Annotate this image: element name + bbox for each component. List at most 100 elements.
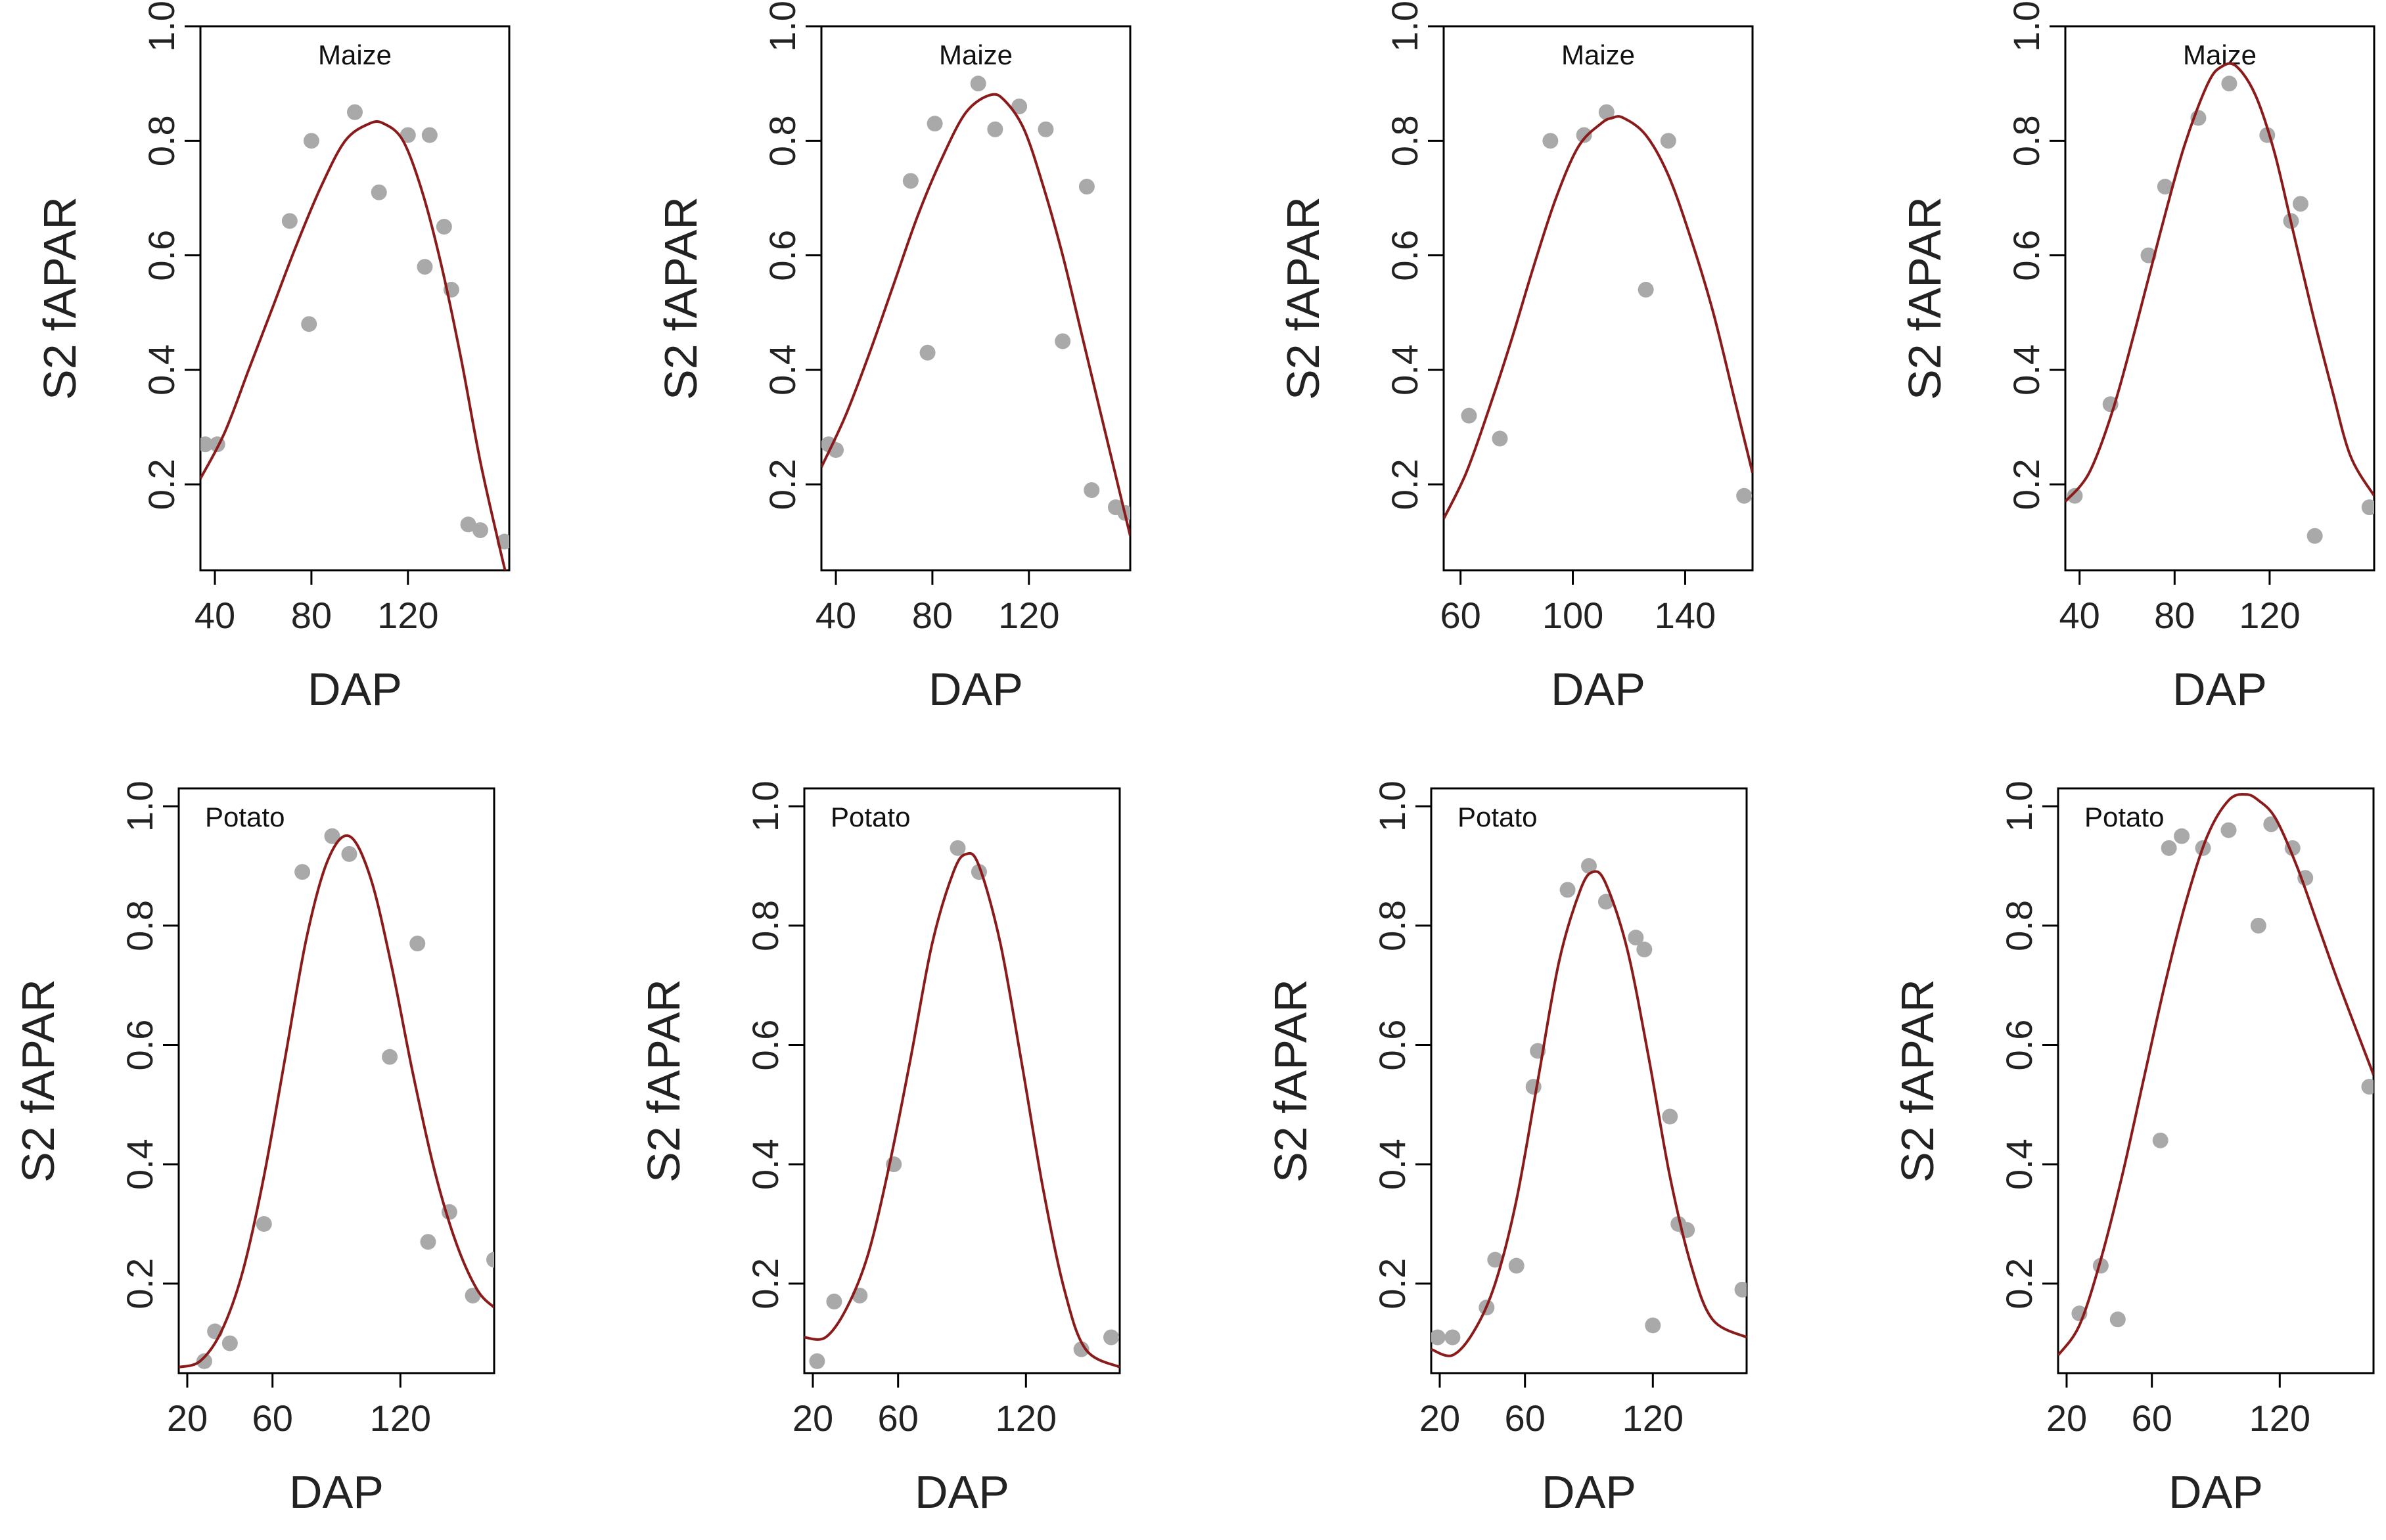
x-tick-label: 120 [1622,1397,1684,1439]
data-point [303,133,319,149]
x-tick-label: 120 [377,595,438,636]
data-point [2157,179,2173,195]
data-point [902,173,919,189]
data-point [281,213,298,229]
x-axis-label: DAP [2172,664,2267,715]
data-point [1038,121,1054,137]
data-point [1103,1329,1120,1346]
x-axis-label: DAP [2168,1466,2263,1518]
data-point [950,840,966,856]
data-point [221,1335,238,1351]
x-tick-label: 20 [167,1397,208,1439]
x-tick-label: 60 [2132,1397,2172,1439]
x-tick-label: 20 [1419,1397,1460,1439]
plot-frame [1430,787,1748,1374]
data-point [324,828,340,844]
y-tick-label: 0.6 [2006,230,2047,281]
data-point [409,936,426,952]
data-point [2221,76,2237,92]
data-point [1662,1108,1678,1125]
x-tick-label: 120 [2249,1397,2310,1439]
data-point [970,76,986,92]
y-tick-label: 1.0 [745,781,786,832]
y-axis-label: S2 fAPAR [1277,196,1329,400]
y-tick-label: 0.6 [1998,1020,2040,1071]
data-point [1736,487,1753,504]
y-tick-label: 0.2 [1384,459,1425,510]
y-tick-label: 0.4 [2006,344,2047,396]
x-tick-label: 20 [792,1397,833,1439]
y-tick-label: 0.6 [119,1020,160,1071]
data-point [1055,333,1071,350]
panel-label: Potato [1457,802,1537,832]
fit-curve [821,93,1130,537]
y-tick-label: 0.8 [1998,900,2040,951]
plot-frame [2064,25,2375,572]
y-axis-label: S2 fAPAR [655,196,706,400]
panel-label: Potato [205,802,285,832]
y-tick-label: 0.4 [762,344,803,396]
y-tick-label: 1.0 [2006,1,2047,52]
plot-frame [820,25,1132,572]
data-point [1542,133,1559,149]
data-point [465,1287,481,1303]
y-tick-label: 0.2 [1371,1258,1413,1309]
x-tick-label: 80 [291,595,332,636]
plot-area [1431,858,1747,1357]
data-point [2152,1132,2168,1148]
data-point [2361,1079,2374,1095]
y-tick-label: 0.4 [1371,1139,1413,1190]
data-point [1734,1281,1747,1298]
data-point [256,1215,272,1232]
y-tick-label: 0.4 [1384,344,1425,396]
plot-frame [803,787,1121,1374]
data-point [382,1049,398,1065]
data-point [927,116,943,132]
data-point [1431,1329,1446,1346]
data-point [1487,1252,1503,1268]
y-tick-label: 0.6 [762,230,803,281]
data-point [436,219,452,235]
data-point [294,864,311,880]
plot-area [821,76,1130,537]
plot-frame [199,25,511,572]
data-point [1636,941,1653,958]
data-point [200,436,214,453]
x-axis-label: DAP [308,664,402,715]
y-tick-label: 0.8 [2006,115,2047,166]
x-tick-label: 80 [912,595,953,636]
data-point [1084,482,1100,498]
y-axis-label: S2 fAPAR [1899,196,1950,400]
fit-curve [2058,793,2374,1357]
panel-label: Maize [1561,39,1635,70]
panel-5: Potato 0.2 0.4 0.6 0.8 1.0 20 60 120 DAP S2 fAPAR [12,781,495,1518]
panel-4: Maize 0.2 0.4 0.6 0.8 1.0 40 80 120 DAP S2 fAPAR [1899,1,2375,715]
x-axis-label: DAP [929,664,1023,715]
data-point [420,1234,436,1250]
plot-frame [177,787,495,1374]
y-tick-label: 1.0 [762,1,803,52]
x-tick-label: 40 [195,595,235,636]
x-tick-label: 120 [370,1397,431,1439]
plot-frame [1442,25,1754,572]
data-point [1581,858,1597,874]
x-tick-label: 140 [1655,595,1716,636]
x-tick-label: 80 [2154,595,2195,636]
x-tick-label: 120 [998,595,1059,636]
panel-label: Maize [939,39,1013,70]
x-axis-label: DAP [915,1466,1009,1518]
plot-area [1444,104,1753,520]
data-point [486,1252,494,1268]
x-axis-label: DAP [1542,1466,1636,1518]
data-point [1628,930,1644,946]
plot-area [179,828,494,1369]
data-point [196,1353,212,1369]
x-axis-label: DAP [1551,664,1645,715]
y-axis-label: S2 fAPAR [1265,979,1316,1183]
data-point [2292,196,2308,212]
data-point [417,259,433,275]
y-axis-label: S2 fAPAR [34,196,85,400]
data-point [341,846,357,862]
